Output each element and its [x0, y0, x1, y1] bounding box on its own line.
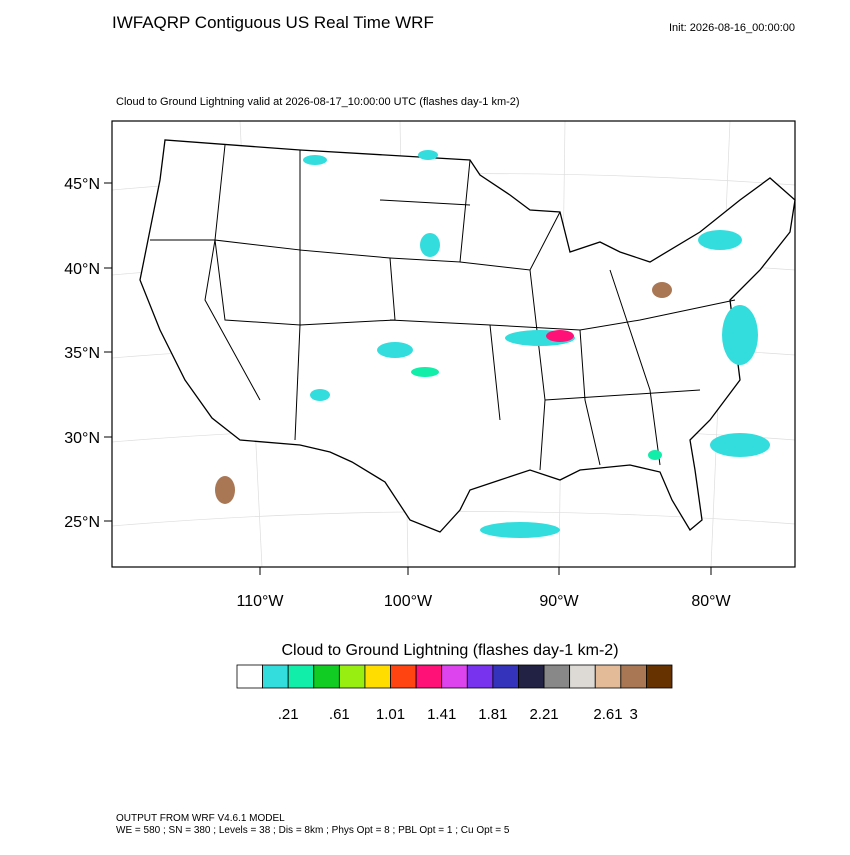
title: IWFAQRP Contiguous US Real Time WRF [112, 13, 434, 32]
colorbar-label: 1.01 [376, 706, 405, 723]
state-lines [150, 144, 736, 471]
colorbar-title: Cloud to Ground Lightning (flashes day-1… [281, 642, 618, 659]
storm-cell [420, 233, 440, 257]
storm-cell [710, 433, 770, 457]
storm-cell [546, 330, 574, 342]
lightning-areas [215, 150, 770, 538]
colorbar-swatch [236, 664, 263, 689]
colorbar-swatch [287, 664, 315, 689]
storm-cell [698, 230, 742, 250]
lat-label: 40°N [64, 261, 100, 278]
storm-cell [377, 342, 413, 358]
colorbar-swatch [415, 664, 443, 689]
colorbar-swatch [492, 664, 519, 689]
lat-label: 45°N [64, 176, 100, 193]
colorbar-label: 1.41 [427, 706, 456, 723]
storm-cell [648, 450, 662, 460]
lon-label: 80°W [691, 593, 731, 610]
colorbar-swatch [646, 664, 673, 689]
colorbar-label: 2.21 [529, 706, 558, 723]
map: 45°N 40°N 35°N 30°N 25°N 110°W 100°W 90°W 80°W [64, 120, 796, 610]
colorbar-swatch [543, 664, 571, 689]
storm-cell [480, 522, 560, 538]
colorbar-swatch [466, 664, 494, 689]
colorbar-swatch [569, 664, 596, 689]
colorbar-swatch [441, 664, 468, 689]
init-time: Init: 2026-08-16_00:00:00 [669, 22, 795, 34]
lon-label: 90°W [539, 593, 579, 610]
lat-label: 35°N [64, 345, 100, 362]
colorbar-swatch [338, 664, 366, 689]
colorbar-label: .21 [278, 706, 299, 723]
storm-cell [310, 389, 330, 401]
colorbar-swatch [364, 664, 391, 689]
colorbar-swatch [594, 664, 622, 689]
colorbar-swatch [620, 664, 647, 689]
colorbar: .21 .61 1.01 1.41 1.81 2.21 2.61 3 [236, 664, 673, 723]
storm-cell [215, 476, 235, 504]
footer-line: OUTPUT FROM WRF V4.6.1 MODEL [116, 813, 285, 824]
map-frame [111, 120, 796, 568]
us-outline [139, 139, 796, 533]
storm-cell [652, 282, 672, 298]
colorbar-swatch [313, 664, 340, 689]
storm-cell [418, 150, 438, 160]
lon-label: 110°W [236, 593, 284, 610]
colorbar-label: 1.81 [478, 706, 507, 723]
lat-label: 25°N [64, 514, 100, 531]
storm-cell [411, 367, 439, 377]
footer-line: WE = 580 ; SN = 380 ; Levels = 38 ; Dis … [116, 825, 510, 836]
colorbar-label: 2.61 [593, 706, 622, 723]
colorbar-label: 3 [629, 706, 637, 723]
colorbar-swatch [390, 664, 417, 689]
colorbar-swatch [518, 664, 545, 689]
lon-label: 100°W [384, 593, 433, 610]
map-subtitle: Cloud to Ground Lightning valid at 2026-… [116, 96, 520, 108]
storm-cell [303, 155, 327, 165]
colorbar-label: .61 [329, 706, 350, 723]
storm-cell [722, 305, 758, 365]
lat-label: 30°N [64, 430, 100, 447]
colorbar-swatch [262, 664, 289, 689]
